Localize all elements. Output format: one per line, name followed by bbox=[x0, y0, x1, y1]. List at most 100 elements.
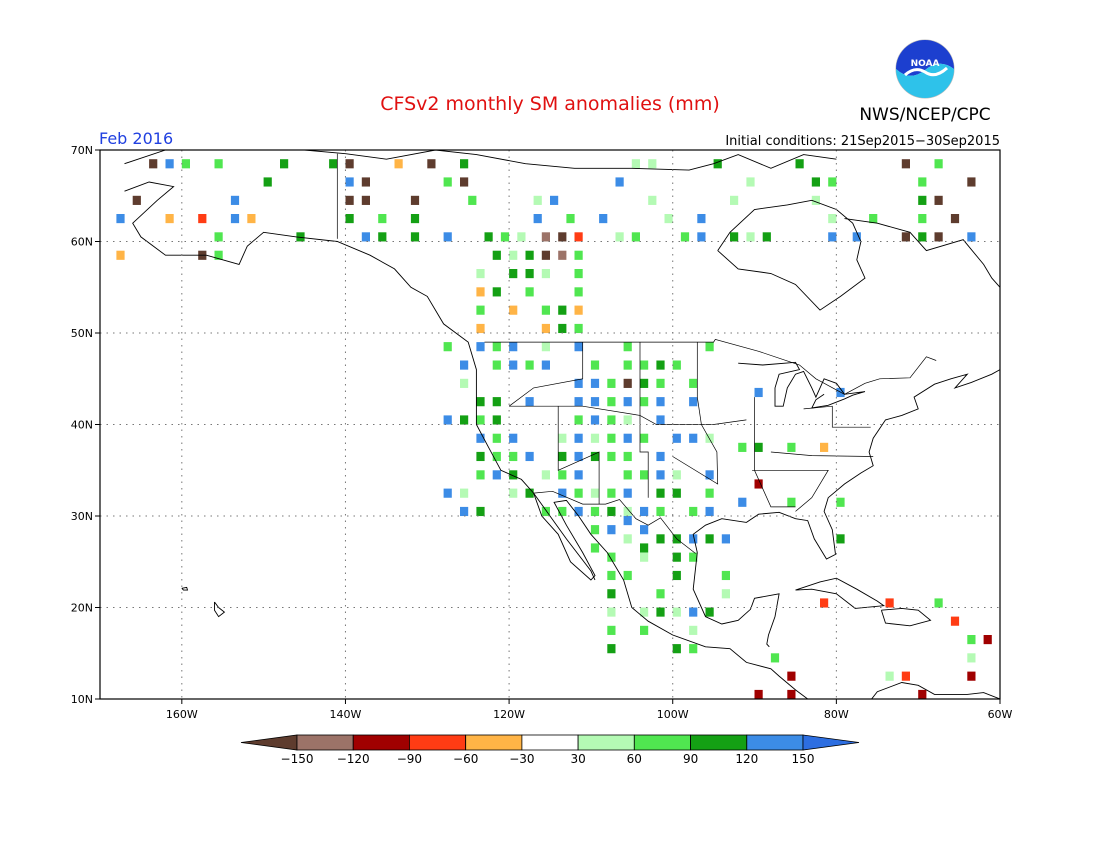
anomaly-cell bbox=[541, 269, 550, 279]
anomaly-cell bbox=[885, 671, 894, 681]
political-border bbox=[508, 342, 584, 407]
anomaly-cell bbox=[460, 378, 469, 388]
anomaly-cell bbox=[623, 433, 632, 443]
coastlines bbox=[124, 150, 1000, 699]
anomaly-cell bbox=[590, 378, 600, 388]
anomaly-cell bbox=[656, 589, 665, 599]
political-border bbox=[509, 405, 747, 425]
legend-swatch bbox=[296, 734, 354, 751]
anomaly-cell bbox=[730, 232, 739, 242]
anomaly-cell bbox=[787, 671, 796, 681]
anomaly-cell bbox=[869, 214, 878, 224]
anomaly-cell bbox=[672, 552, 681, 562]
agency-label: NWS/NCEP/CPC bbox=[859, 105, 990, 125]
legend-tick-label: 30 bbox=[570, 752, 585, 766]
anomaly-cell bbox=[590, 360, 600, 370]
anomaly-cell bbox=[574, 506, 583, 517]
coastline-segment bbox=[533, 492, 808, 699]
coastline-segment bbox=[880, 607, 932, 627]
anomaly-cell bbox=[901, 159, 910, 169]
anomaly-cell bbox=[443, 415, 452, 425]
anomaly-cell bbox=[672, 570, 681, 581]
anomaly-cell bbox=[263, 177, 272, 187]
anomaly-cell bbox=[934, 159, 943, 169]
anomaly-cell bbox=[590, 488, 600, 498]
anomaly-cell bbox=[689, 625, 698, 635]
anomaly-cell bbox=[934, 232, 943, 242]
noaa-logo-text: NOAA bbox=[911, 59, 940, 69]
anomaly-cell bbox=[574, 470, 583, 480]
anomaly-cell bbox=[623, 360, 632, 370]
anomaly-cell bbox=[607, 451, 616, 462]
anomaly-cell bbox=[934, 598, 943, 608]
anomaly-cell bbox=[623, 534, 632, 544]
color-legend: −150 −120 −90 −60 −30 30 60 90 120 150 bbox=[240, 734, 860, 766]
anomaly-cell bbox=[607, 415, 616, 425]
legend-tick-label: 150 bbox=[792, 752, 815, 766]
anomaly-cell bbox=[950, 616, 960, 626]
anomaly-cell bbox=[672, 360, 681, 370]
anomaly-cell bbox=[623, 378, 632, 388]
legend-swatch bbox=[633, 734, 691, 751]
anomaly-cell bbox=[574, 451, 583, 462]
anomaly-cell bbox=[149, 159, 158, 169]
anomaly-cell bbox=[640, 552, 649, 562]
anomaly-cell bbox=[599, 214, 608, 224]
anomaly-cell bbox=[525, 287, 534, 297]
anomaly-cell bbox=[795, 159, 804, 169]
anomaly-cell bbox=[492, 250, 501, 260]
coastline-segment bbox=[692, 369, 1000, 560]
lat-label: 30N bbox=[71, 510, 93, 523]
anomaly-cell bbox=[656, 488, 665, 498]
anomaly-cell bbox=[836, 497, 845, 507]
anomaly-cell bbox=[558, 305, 567, 315]
anomaly-cell bbox=[492, 287, 501, 297]
anomaly-cell bbox=[607, 506, 616, 517]
coastline-segment bbox=[124, 181, 596, 581]
lon-label: 80W bbox=[824, 708, 849, 721]
anomaly-cell bbox=[689, 644, 698, 654]
anomaly-cell bbox=[640, 543, 649, 553]
anomaly-cell bbox=[640, 525, 649, 535]
anomaly-cell bbox=[623, 506, 632, 517]
anomaly-cell bbox=[116, 250, 125, 260]
anomaly-cell bbox=[852, 232, 861, 242]
latitude-labels: 70N 60N 50N 40N 30N 20N 10N bbox=[71, 144, 100, 706]
anomaly-cell bbox=[574, 342, 583, 352]
anomaly-cell bbox=[787, 689, 796, 699]
anomaly-cell bbox=[648, 195, 657, 205]
lon-label: 140W bbox=[330, 708, 362, 721]
anomaly-cell bbox=[541, 342, 550, 352]
legend-tick-label: 120 bbox=[735, 752, 758, 766]
anomaly-cell bbox=[476, 451, 485, 462]
anomaly-cell bbox=[247, 214, 256, 224]
anomaly-cell bbox=[509, 451, 518, 462]
anomaly-cell bbox=[689, 378, 698, 388]
anomaly-cell bbox=[705, 506, 714, 517]
legend-arrow-right bbox=[802, 734, 860, 751]
anomaly-cell bbox=[492, 342, 501, 352]
anomaly-cell bbox=[476, 305, 485, 315]
anomaly-cell bbox=[525, 397, 534, 407]
anomaly-cell bbox=[811, 195, 820, 205]
anomaly-cell bbox=[198, 214, 207, 224]
anomaly-cell bbox=[640, 470, 649, 480]
legend-tick-label: −90 bbox=[397, 752, 422, 766]
anomaly-cell bbox=[746, 232, 755, 242]
anomaly-cell bbox=[165, 214, 174, 224]
political-border bbox=[754, 397, 796, 508]
coastline-segment bbox=[124, 150, 837, 171]
anomaly-cell bbox=[525, 269, 534, 279]
map-panel: 70N 60N 50N 40N 30N 20N 10N 160W 140W 120W 100W 80… bbox=[71, 144, 1013, 721]
legend-tick-label: −120 bbox=[337, 752, 370, 766]
graticule bbox=[100, 150, 1000, 699]
anomaly-cell bbox=[476, 470, 485, 480]
anomaly-cell bbox=[705, 534, 714, 544]
anomaly-cell bbox=[574, 232, 583, 242]
coastline-segment bbox=[871, 682, 1000, 699]
anomaly-cell bbox=[820, 442, 829, 452]
lat-label: 10N bbox=[71, 693, 93, 706]
anomaly-cell bbox=[574, 488, 583, 498]
anomaly-cell bbox=[746, 177, 755, 187]
